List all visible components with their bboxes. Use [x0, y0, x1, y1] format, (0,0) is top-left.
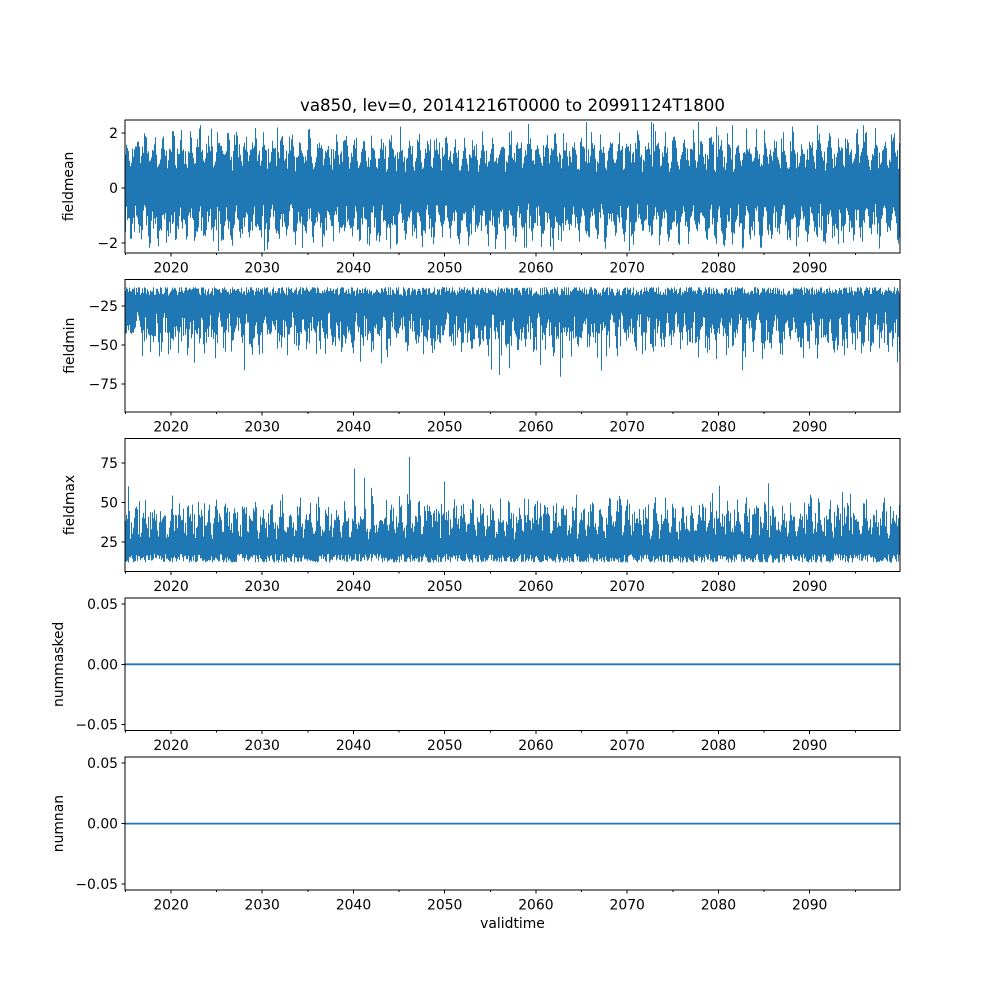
y-tick-label: −0.05: [75, 718, 118, 734]
x-tick-label: 2080: [701, 420, 736, 436]
x-tick-label: 2040: [336, 260, 371, 276]
x-tick-label: 2090: [792, 420, 827, 436]
y-tick-label: −2: [98, 236, 118, 252]
x-tick-label: 2040: [336, 579, 371, 595]
subplot-fieldmax: 2020 2030 2040 2050 2060 2070 2080 2090 75 50 25 fi…: [62, 438, 901, 595]
x-tick-label: 2070: [610, 260, 645, 276]
y-axis-label-numnan: numnan: [51, 795, 67, 852]
x-tick-label: 2050: [427, 738, 462, 754]
subplot-nummasked: 2020 2030 2040 2050 2060 2070 2080 2090 0.05 0.00…: [51, 597, 901, 754]
x-tick-label: 2080: [701, 738, 736, 754]
series-fieldmean: [125, 122, 900, 252]
x-tick-label: 2060: [518, 420, 553, 436]
x-tick-label: 2070: [610, 420, 645, 436]
x-tick-label: 2050: [427, 420, 462, 436]
x-tick-label: 2090: [792, 898, 827, 914]
x-tick-label: 2050: [427, 579, 462, 595]
x-tick-label: 2040: [336, 738, 371, 754]
x-tick-label: 2050: [427, 898, 462, 914]
subplot-numnan: 2020 2030 2040 2050 2060 2070 2080 2090 0.05 0.00…: [51, 756, 901, 914]
y-tick-label: 0.00: [87, 817, 118, 833]
series-fieldmax: [125, 456, 900, 563]
x-tick-label: 2020: [153, 738, 188, 754]
x-tick-label: 2030: [245, 738, 280, 754]
y-tick-label: 50: [100, 496, 118, 512]
subplot-fieldmean: 2020 2030 2040 2050 2060 2070 2080 2090 2 0 −2 fiel…: [61, 119, 901, 276]
y-tick-label: 75: [100, 456, 118, 472]
axes-frame: [124, 119, 901, 254]
x-axis-label: validtime: [480, 916, 545, 932]
y-axis-label-fieldmean: fieldmean: [61, 152, 77, 221]
x-tick-label: 2020: [153, 579, 188, 595]
y-axis-label-fieldmax: fieldmax: [62, 475, 78, 535]
x-tick-label: 2040: [336, 420, 371, 436]
y-axis-label-fieldmin: fieldmin: [62, 318, 78, 374]
y-tick-label: 0.05: [87, 597, 118, 613]
x-tick-label: 2070: [610, 898, 645, 914]
x-tick-label: 2090: [792, 579, 827, 595]
y-tick-label: −50: [89, 338, 118, 354]
y-tick-label: 2: [109, 126, 118, 142]
x-tick-label: 2080: [701, 579, 736, 595]
y-tick-label: 0: [109, 181, 118, 197]
subplot-fieldmin: 2020 2030 2040 2050 2060 2070 2080 2090 −25 −50 −7…: [62, 278, 901, 436]
x-tick-label: 2060: [518, 260, 553, 276]
x-tick-label: 2020: [153, 420, 188, 436]
x-tick-label: 2070: [610, 579, 645, 595]
figure-title: va850, lev=0, 20141216T0000 to 20991124T…: [300, 95, 725, 115]
y-tick-label: −75: [89, 377, 118, 393]
x-tick-label: 2020: [153, 260, 188, 276]
y-tick-label: −0.05: [75, 877, 118, 893]
series-fieldmin: [125, 287, 900, 377]
x-tick-label: 2080: [701, 260, 736, 276]
x-tick-label: 2080: [701, 898, 736, 914]
x-tick-label: 2070: [610, 738, 645, 754]
x-tick-label: 2030: [245, 898, 280, 914]
x-tick-label: 2090: [792, 260, 827, 276]
y-tick-label: 25: [100, 535, 118, 551]
axes-root: 2020 2030 2040 2050 2060 2070 2080 2090 2 0 −2 fiel…: [51, 119, 901, 914]
x-tick-label: 2060: [518, 898, 553, 914]
x-tick-label: 2030: [245, 579, 280, 595]
axes-frame: [124, 278, 901, 413]
x-tick-label: 2060: [518, 579, 553, 595]
axes-frame: [124, 438, 901, 572]
x-tick-label: 2050: [427, 260, 462, 276]
y-axis-label-nummasked: nummasked: [51, 622, 67, 707]
x-tick-label: 2030: [245, 420, 280, 436]
y-tick-label: 0.00: [87, 657, 118, 673]
x-tick-label: 2020: [153, 898, 188, 914]
x-tick-label: 2090: [792, 738, 827, 754]
x-tick-label: 2040: [336, 898, 371, 914]
x-tick-label: 2060: [518, 738, 553, 754]
y-tick-label: 0.05: [87, 756, 118, 772]
x-tick-label: 2030: [245, 260, 280, 276]
y-tick-label: −25: [89, 299, 118, 315]
